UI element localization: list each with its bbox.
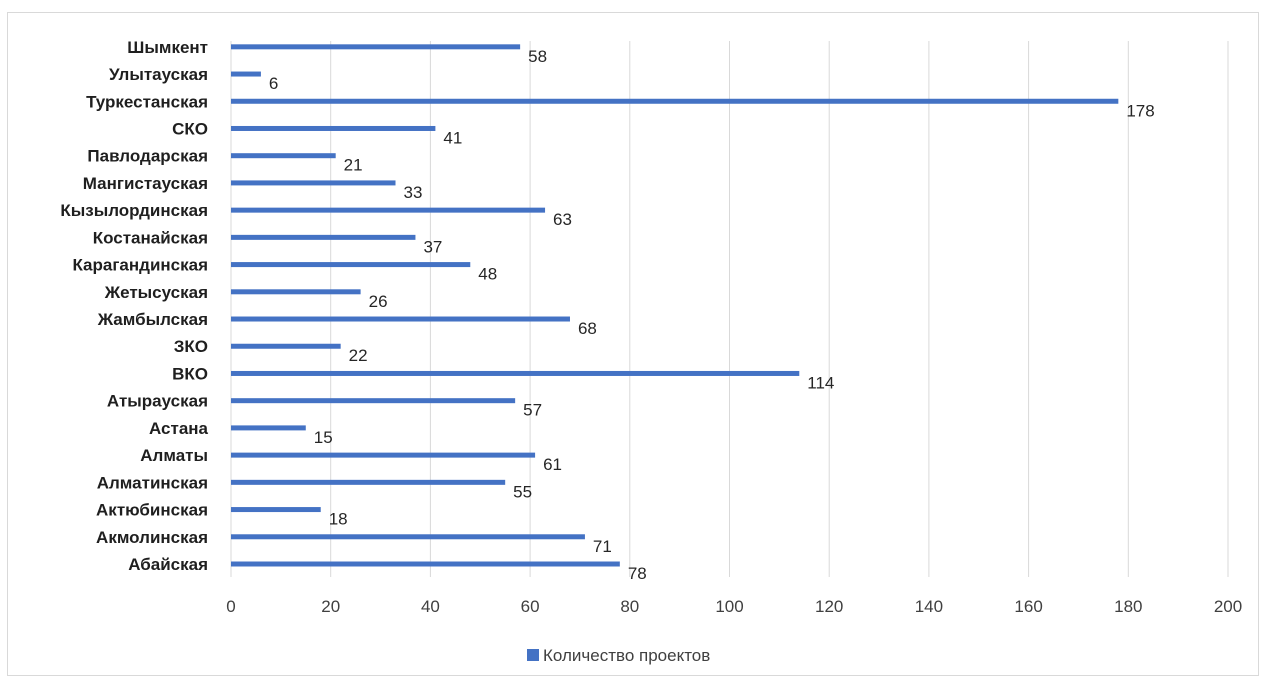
category-label: Актюбинская xyxy=(96,501,208,520)
category-label: ВКО xyxy=(172,364,208,383)
data-label: 58 xyxy=(528,47,547,66)
x-tick-label: 20 xyxy=(321,597,340,616)
data-label: 63 xyxy=(553,210,572,229)
data-label: 71 xyxy=(593,537,612,556)
bars xyxy=(231,44,1119,567)
bar xyxy=(231,207,546,213)
bar xyxy=(231,234,416,240)
bar xyxy=(231,289,361,295)
bar xyxy=(231,425,306,431)
legend-label: Количество проектов xyxy=(543,646,710,665)
data-label: 15 xyxy=(314,428,333,447)
bar xyxy=(231,98,1119,104)
data-labels: 78 71 18 55 61 15 57 114 22 68 26 48 37 63 33 21 41 178 6 5… xyxy=(269,47,1155,583)
data-label: 114 xyxy=(807,373,834,392)
legend-swatch xyxy=(527,649,539,661)
bar xyxy=(231,262,471,268)
x-tick-labels: 0 20 40 60 80 100 120 140 160 180 200 xyxy=(226,597,1242,616)
x-tick-label: 180 xyxy=(1114,597,1142,616)
category-label: Алматинская xyxy=(97,473,208,492)
data-label: 6 xyxy=(269,74,278,93)
bar xyxy=(231,343,341,349)
bar xyxy=(231,398,516,404)
category-label: Алматы xyxy=(140,446,208,465)
x-tick-label: 80 xyxy=(620,597,639,616)
category-label: Мангистауская xyxy=(83,174,208,193)
x-tick-label: 140 xyxy=(915,597,943,616)
x-tick-label: 160 xyxy=(1014,597,1042,616)
x-tick-label: 120 xyxy=(815,597,843,616)
category-label: Астана xyxy=(149,419,209,438)
bar xyxy=(231,452,536,458)
category-label: Кызылординская xyxy=(60,201,208,220)
category-label: Карагандинская xyxy=(72,256,208,275)
category-label: Абайская xyxy=(128,555,208,574)
x-tick-label: 40 xyxy=(421,597,440,616)
x-tick-label: 60 xyxy=(521,597,540,616)
bar xyxy=(231,125,436,131)
bar xyxy=(231,507,321,513)
data-label: 22 xyxy=(349,346,368,365)
data-label: 57 xyxy=(523,401,542,420)
category-label: Жамбылская xyxy=(97,310,208,329)
data-label: 26 xyxy=(369,292,388,311)
category-label: Туркестанская xyxy=(86,92,208,111)
data-label: 48 xyxy=(478,265,497,284)
category-label: Атырауская xyxy=(107,392,208,411)
bar xyxy=(231,71,261,77)
bar xyxy=(231,370,800,376)
category-label: Костанайская xyxy=(93,228,208,247)
data-label: 37 xyxy=(423,237,442,256)
category-label: Акмолинская xyxy=(96,528,208,547)
category-label: ЗКО xyxy=(174,337,208,356)
chart-frame: Абайская Акмолинская Актюбинская Алматинска… xyxy=(7,12,1259,676)
data-label: 21 xyxy=(344,156,363,175)
category-label: Павлодарская xyxy=(87,147,208,166)
data-label: 78 xyxy=(628,564,647,583)
category-label: СКО xyxy=(172,119,208,138)
bar xyxy=(231,479,506,485)
bar xyxy=(231,44,521,50)
category-label: Шымкент xyxy=(127,38,208,57)
category-labels: Абайская Акмолинская Актюбинская Алматинска… xyxy=(60,38,208,574)
data-label: 178 xyxy=(1126,101,1154,120)
data-label: 18 xyxy=(329,510,348,529)
x-tick-label: 200 xyxy=(1214,597,1242,616)
bar xyxy=(231,561,620,567)
data-label: 61 xyxy=(543,455,562,474)
bar xyxy=(231,180,396,186)
category-label: Жетысуская xyxy=(104,283,208,302)
data-label: 68 xyxy=(578,319,597,338)
data-label: 33 xyxy=(404,183,423,202)
bar xyxy=(231,316,570,322)
legend: Количество проектов xyxy=(527,646,710,665)
bar xyxy=(231,153,336,159)
bar xyxy=(231,534,585,540)
x-tick-label: 100 xyxy=(715,597,743,616)
x-tick-label: 0 xyxy=(226,597,235,616)
data-label: 55 xyxy=(513,482,532,501)
category-label: Улытауская xyxy=(109,65,208,84)
bar-chart: Абайская Акмолинская Актюбинская Алматинска… xyxy=(60,38,1242,665)
data-label: 41 xyxy=(443,128,462,147)
